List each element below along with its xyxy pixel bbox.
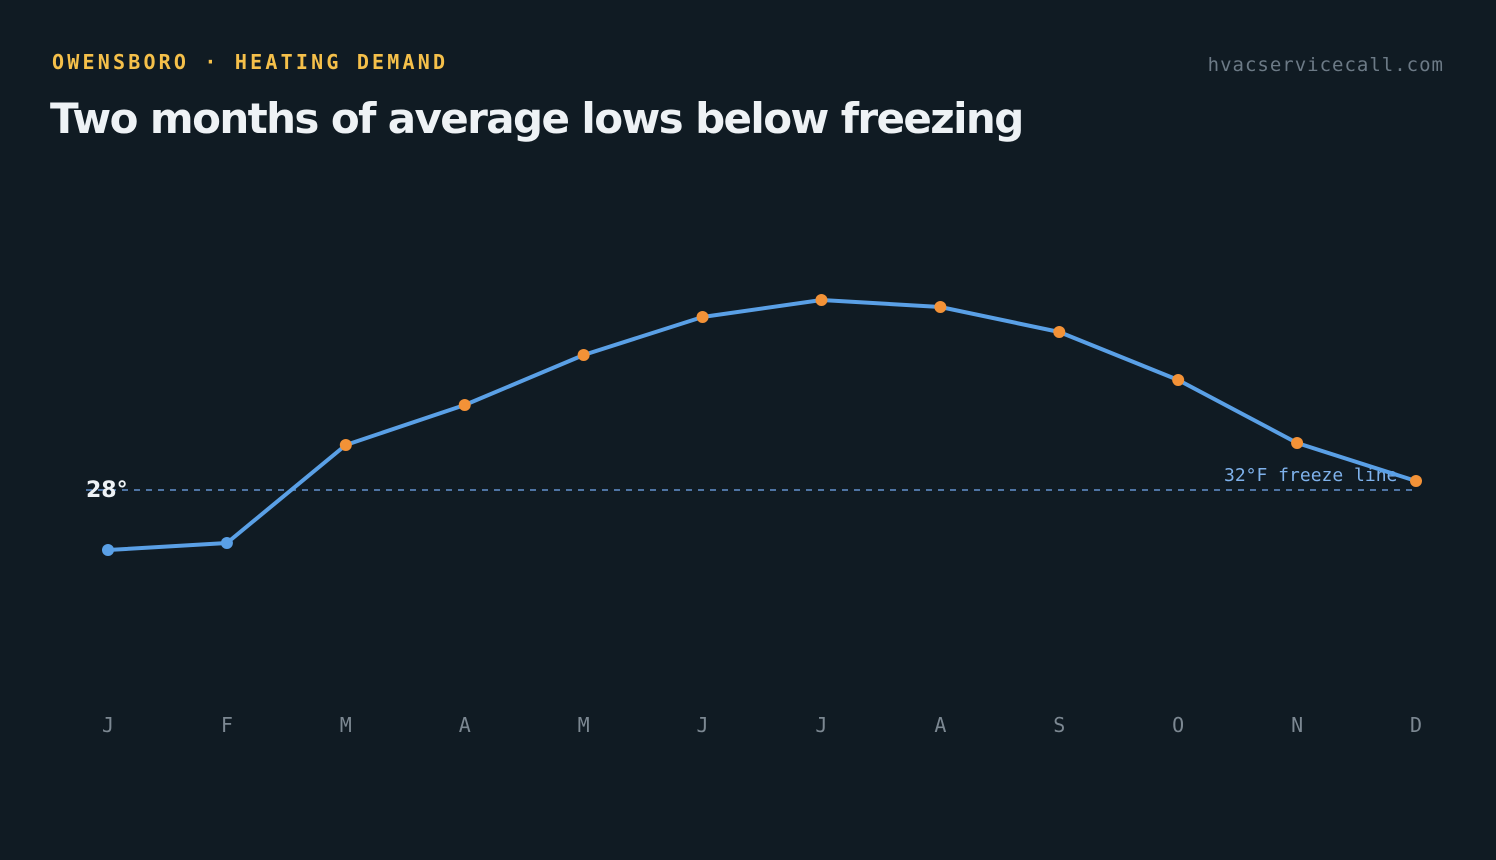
- data-point-7: [815, 294, 828, 306]
- data-point-6: [696, 311, 709, 323]
- x-tick-label-8: A: [934, 713, 946, 737]
- series-line: [106, 298, 1418, 552]
- data-point-12: [1410, 475, 1422, 487]
- data-point-10: [1172, 374, 1185, 386]
- data-point-5: [577, 349, 590, 361]
- x-tick-label-4: A: [459, 713, 471, 737]
- data-point-9: [1053, 326, 1066, 338]
- x-tick-label-10: O: [1172, 713, 1184, 737]
- data-point-2: [220, 537, 233, 549]
- data-point-4: [458, 399, 471, 411]
- x-tick-label-5: M: [578, 713, 590, 737]
- data-point-3: [339, 439, 352, 451]
- x-tick-label-2: F: [221, 713, 233, 737]
- x-tick-label-7: J: [815, 713, 827, 737]
- freeze-line-label: 32°F freeze line: [1224, 465, 1397, 486]
- data-point-1: [102, 544, 114, 556]
- x-tick-label-3: M: [340, 713, 352, 737]
- callout-label: 28°: [86, 478, 128, 503]
- x-tick-label-9: S: [1053, 713, 1065, 737]
- x-tick-label-1: J: [102, 713, 114, 737]
- x-tick-label-6: J: [697, 713, 709, 737]
- data-point-8: [934, 301, 947, 313]
- data-point-11: [1291, 437, 1304, 449]
- x-tick-label-12: D: [1410, 713, 1422, 737]
- kicker-label: OWENSBORO · HEATING DEMAND: [52, 50, 449, 74]
- chart-title: Two months of average lows below freezin…: [50, 94, 1024, 143]
- x-tick-label-11: N: [1291, 713, 1303, 737]
- site-url: hvacservicecall.com: [1207, 54, 1444, 76]
